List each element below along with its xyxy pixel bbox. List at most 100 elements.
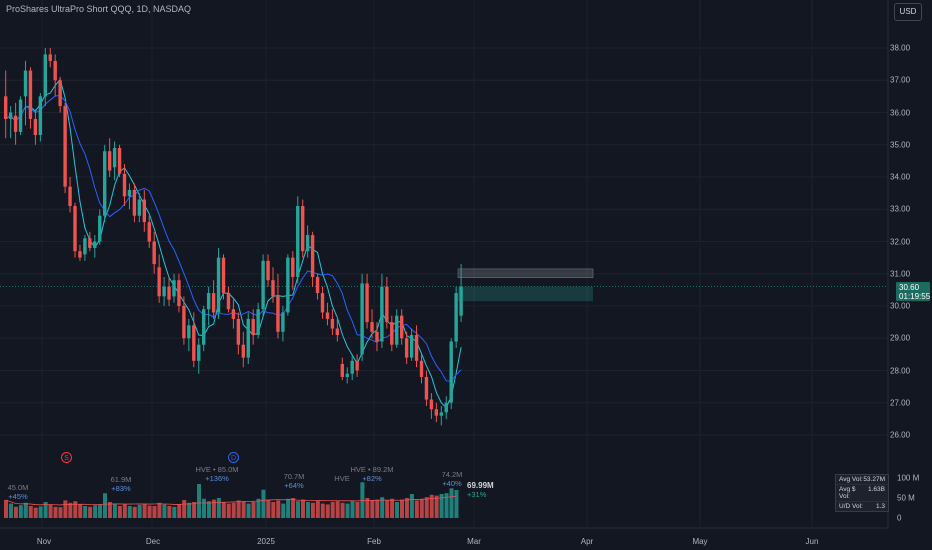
- volume-annotation-value: 74.2M: [441, 470, 463, 479]
- candle-body: [429, 399, 434, 410]
- volume-bar: [301, 499, 305, 518]
- candle-body: [93, 241, 97, 248]
- symbol-title: ProShares UltraPro Short QQQ, 1D, NASDAQ: [6, 4, 192, 14]
- stats-value: 53.27M: [863, 476, 885, 483]
- volume-bar: [147, 505, 152, 518]
- candle-body: [301, 206, 305, 252]
- volume-bar: [345, 503, 350, 518]
- volume-bar: [192, 502, 197, 518]
- candle-body: [73, 206, 77, 252]
- volume-tick-label: 100 M: [897, 473, 920, 483]
- candle-body: [122, 173, 127, 197]
- volume-bar: [261, 489, 266, 518]
- candle-body: [241, 344, 245, 358]
- volume-annotation: 70.7M +64%: [284, 472, 305, 490]
- volume-annotation-change: +136%: [205, 474, 229, 483]
- volume-bar: [202, 498, 206, 518]
- candle-body: [419, 360, 424, 377]
- volume-bar: [137, 504, 142, 518]
- candle-body: [58, 80, 62, 107]
- price-tick-label: 33.00: [890, 204, 911, 214]
- candle-body: [459, 286, 463, 316]
- stats-label: U/D Vol:: [839, 503, 863, 510]
- volume-bar: [167, 506, 172, 518]
- volume-bar: [385, 500, 390, 518]
- currency-button[interactable]: USD: [894, 3, 922, 21]
- volume-bar: [226, 503, 231, 518]
- candle-body: [142, 199, 146, 223]
- candle-body: [350, 360, 354, 374]
- volume-tick-label: 0: [897, 513, 902, 523]
- volume-bar: [78, 504, 83, 518]
- candle-body: [177, 280, 181, 306]
- time-tick-label: Jun: [805, 537, 819, 546]
- volume-bar: [434, 495, 439, 518]
- candle-body: [33, 118, 38, 136]
- price-tick-label: 37.00: [890, 75, 911, 85]
- price-tick-label: 34.00: [890, 172, 911, 182]
- volume-bar: [375, 499, 380, 518]
- candle-body: [182, 306, 186, 339]
- candle-body: [335, 328, 340, 336]
- candle-body: [98, 215, 102, 242]
- candle-body: [202, 309, 206, 345]
- volume-bar: [424, 497, 429, 518]
- volume-bar: [157, 502, 162, 518]
- volume-bar: [409, 494, 414, 518]
- candle-body: [296, 206, 300, 277]
- time-tick-label: Nov: [36, 537, 52, 546]
- stats-label: Avg Vol:: [839, 476, 863, 483]
- candle-body: [271, 280, 275, 297]
- current-price: 30.60: [899, 283, 920, 292]
- candle-body: [147, 222, 151, 242]
- volume-average-line: [5, 495, 457, 506]
- time-tick-label: Dec: [145, 537, 161, 546]
- volume-bar: [63, 500, 68, 518]
- volume-bar: [296, 501, 301, 518]
- volume-bar: [266, 499, 271, 518]
- candle-body: [206, 293, 211, 310]
- price-tick-label: 27.00: [890, 398, 911, 408]
- current-volume-change: +31%: [467, 490, 487, 499]
- candle-body: [325, 312, 330, 319]
- volume-bar: [162, 504, 167, 518]
- candle-body: [266, 260, 270, 281]
- candle-body: [414, 335, 419, 361]
- volume-bar: [28, 506, 33, 518]
- candle-body: [137, 199, 142, 216]
- price-tick-label: 38.00: [890, 43, 911, 53]
- volume-bar: [13, 506, 18, 518]
- stats-row: U/D Vol: 1.3: [836, 502, 888, 511]
- volume-bar: [246, 503, 251, 518]
- candle-body: [434, 409, 439, 416]
- volume-bar: [404, 498, 409, 518]
- split-event-icon[interactable]: S: [61, 452, 72, 463]
- candle-body: [340, 364, 344, 377]
- candle-body: [152, 241, 156, 265]
- candle-body: [404, 338, 409, 358]
- volume-bar: [216, 498, 221, 518]
- volume-annotation-value: 45.0M: [7, 483, 29, 492]
- volume-bar: [18, 505, 23, 518]
- candle-body: [83, 238, 87, 255]
- candle-body: [88, 238, 92, 248]
- price-tick-label: 32.00: [890, 237, 911, 246]
- candle-body: [360, 283, 364, 355]
- candle-body: [439, 412, 443, 416]
- volume-bar: [206, 501, 211, 518]
- stats-row: Avg Vol: 53.27M: [836, 475, 888, 485]
- candle-body: [211, 293, 216, 313]
- candle-body: [18, 99, 23, 132]
- candle-body: [63, 106, 67, 187]
- stats-value: 1.3: [875, 503, 885, 510]
- dividend-event-icon[interactable]: D: [228, 452, 239, 463]
- volume-bar: [271, 502, 276, 518]
- candle-body: [310, 235, 315, 277]
- volume-bar: [355, 502, 360, 518]
- volume-bar: [414, 500, 419, 518]
- volume-bar: [276, 500, 281, 518]
- volume-bar: [107, 502, 112, 518]
- zone-upper: [457, 268, 594, 279]
- candle-body: [375, 331, 379, 342]
